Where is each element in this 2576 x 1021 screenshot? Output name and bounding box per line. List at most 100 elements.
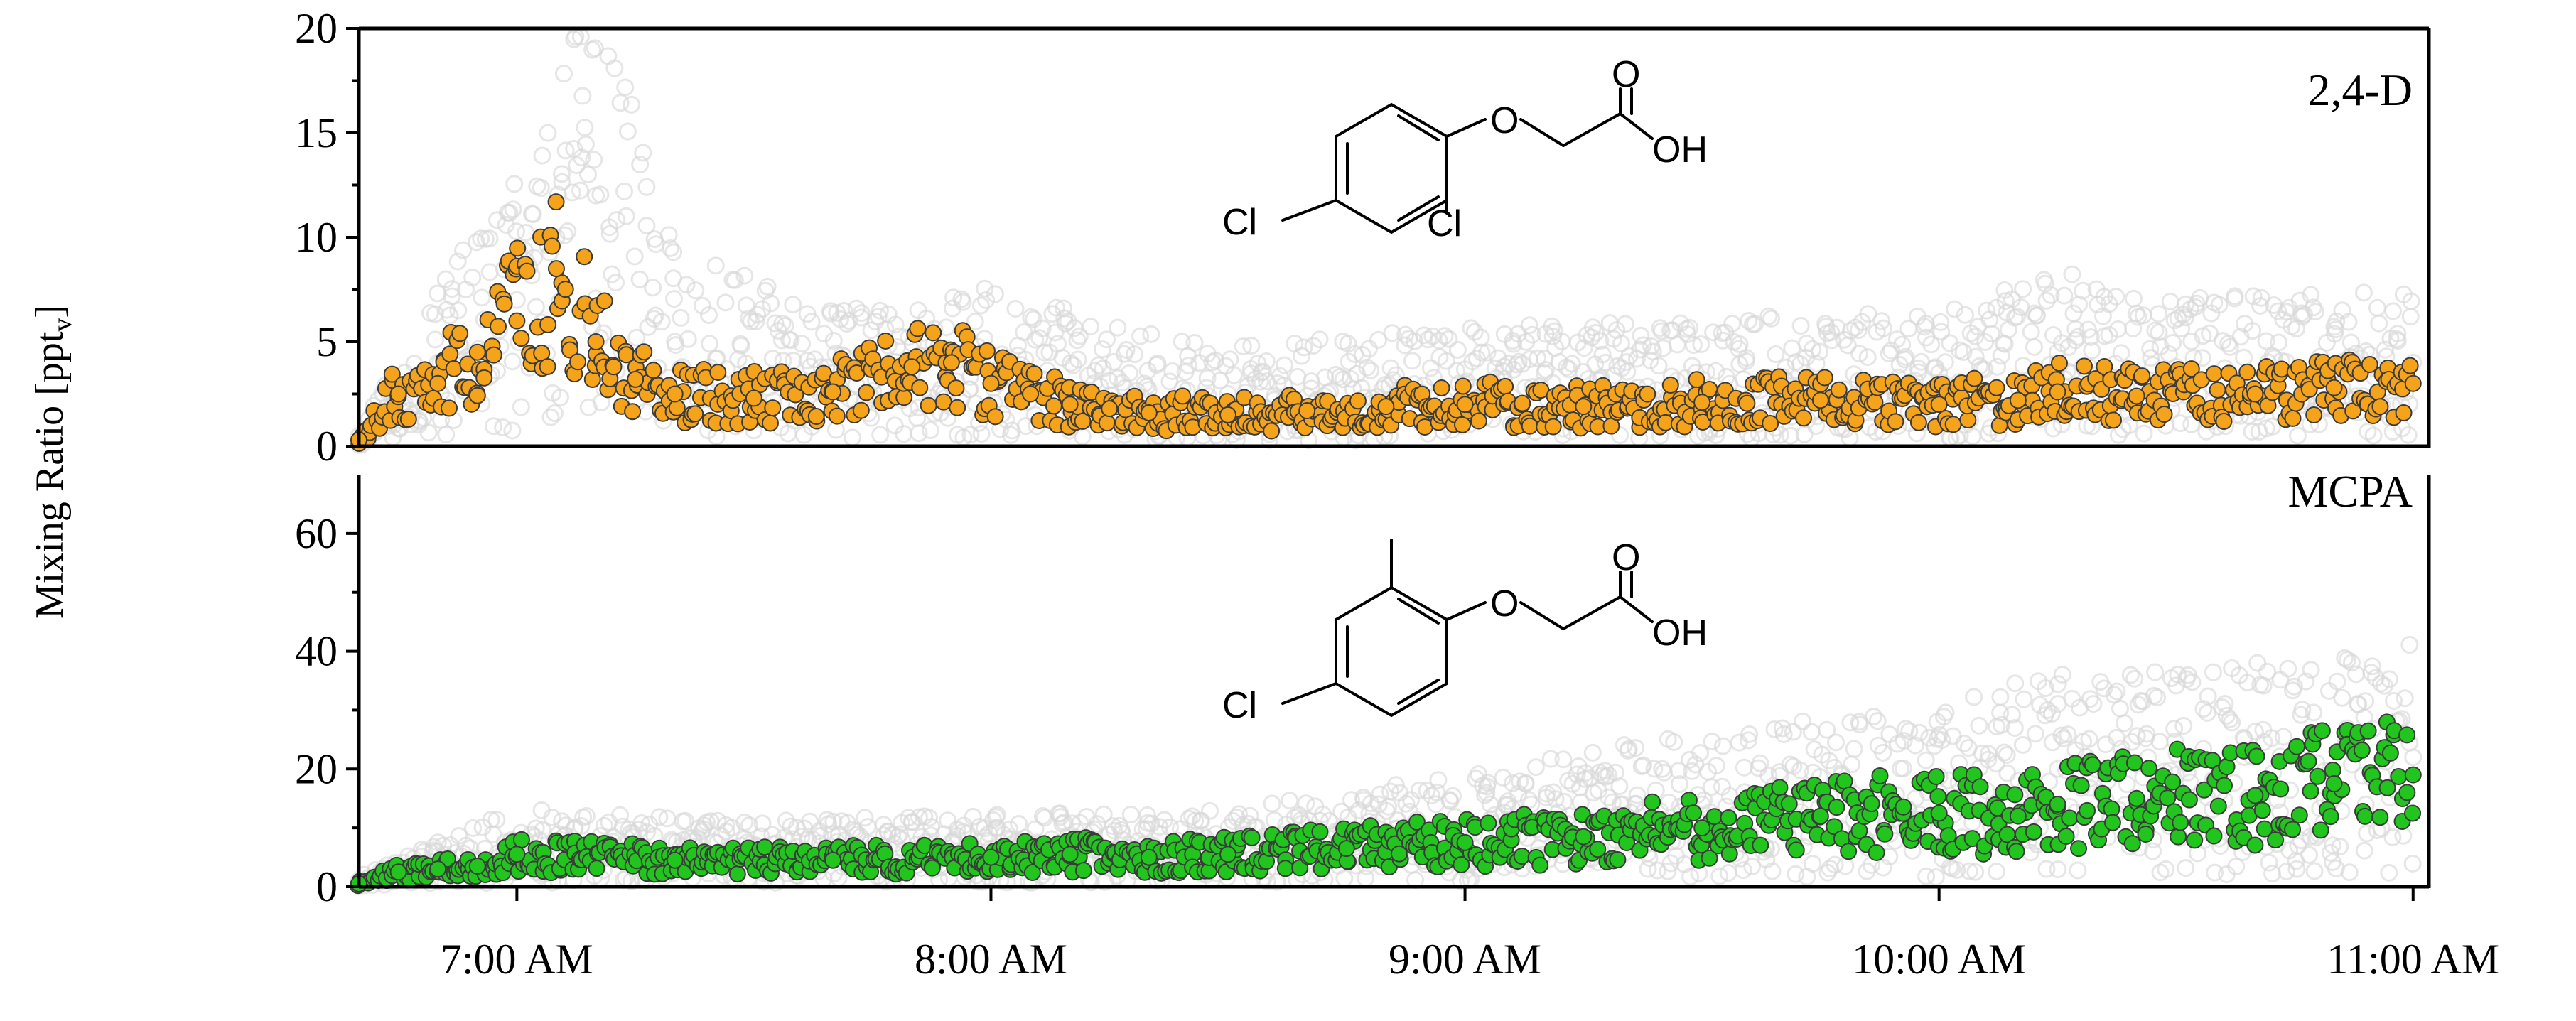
- data-point: [1454, 416, 1472, 433]
- background-point: [2385, 692, 2403, 711]
- data-point: [947, 379, 965, 397]
- background-point: [2138, 725, 2156, 743]
- background-point: [2292, 831, 2310, 850]
- data-point: [764, 399, 782, 417]
- background-point: [1516, 774, 1535, 792]
- background-point: [1730, 335, 1749, 354]
- background-point: [2342, 654, 2361, 672]
- background-point: [1554, 750, 1573, 769]
- data-point: [489, 318, 507, 335]
- data-point: [2395, 404, 2413, 422]
- background-point: [1448, 340, 1467, 359]
- background-point: [961, 426, 980, 444]
- background-point: [1681, 868, 1700, 886]
- background-point: [1751, 754, 1769, 772]
- y-axis-label: Mixing Ratio [pptv]: [28, 305, 77, 619]
- data-point: [2125, 754, 2143, 772]
- background-point: [2118, 775, 2136, 794]
- background-point: [782, 331, 800, 350]
- data-point: [668, 399, 686, 416]
- background-point: [1946, 300, 1964, 318]
- background-point: [1762, 309, 1780, 328]
- background-point: [2150, 733, 2169, 751]
- x-tick-label: 11:00 AM: [2327, 936, 2499, 983]
- background-point: [1229, 805, 1248, 823]
- data-point: [2246, 836, 2264, 854]
- background-point: [2248, 654, 2267, 672]
- data-point: [1944, 416, 1962, 433]
- data-point: [596, 292, 613, 310]
- data-point: [547, 193, 565, 211]
- data-point: [2284, 409, 2302, 427]
- data-point: [2248, 747, 2265, 765]
- background-point: [1437, 352, 1455, 370]
- data-point: [2079, 801, 2096, 819]
- background-point: [1850, 715, 1869, 734]
- data-point: [2075, 357, 2093, 375]
- data-anchor-point: [1298, 402, 1316, 420]
- background-point: [824, 331, 843, 350]
- background-point: [1865, 708, 1883, 726]
- background-point: [1966, 327, 1985, 345]
- background-point: [579, 166, 598, 184]
- background-point: [1743, 858, 1762, 876]
- data-point: [925, 324, 942, 342]
- data-point: [399, 410, 417, 428]
- background-point: [2364, 426, 2383, 445]
- background-point: [1845, 740, 1863, 758]
- background-point: [706, 256, 725, 275]
- data-anchor-point: [1337, 840, 1355, 858]
- background-point: [1992, 347, 2010, 365]
- background-point: [1634, 756, 1652, 774]
- background-point: [2183, 673, 2202, 691]
- data-anchor-point: [2128, 789, 2145, 807]
- background-point: [2216, 695, 2234, 713]
- background-point: [2107, 287, 2125, 306]
- data-point: [1752, 836, 1769, 854]
- background-point: [1880, 725, 1899, 744]
- background-point: [2127, 304, 2145, 323]
- background-point: [2165, 720, 2184, 738]
- data-point: [895, 389, 913, 406]
- data-anchor-point: [2404, 374, 2422, 392]
- background-point: [1880, 345, 1898, 363]
- data-point: [2267, 831, 2285, 849]
- data-point: [605, 358, 623, 376]
- background-point: [1022, 308, 1040, 326]
- data-point: [468, 387, 486, 404]
- background-point: [1734, 861, 1752, 880]
- background-point: [2235, 348, 2253, 367]
- background-point: [637, 217, 656, 235]
- background-point: [740, 816, 759, 834]
- data-point: [1454, 377, 1472, 395]
- data-point: [475, 369, 493, 387]
- mcpa-o-ether: O: [1490, 583, 1519, 625]
- background-point: [2182, 415, 2201, 433]
- data-anchor-point: [982, 374, 1000, 392]
- two4d-o-carbonyl: O: [1612, 54, 1640, 95]
- background-point: [473, 288, 491, 307]
- data-point: [2309, 767, 2327, 785]
- data-point: [645, 362, 662, 379]
- background-point: [1838, 336, 1857, 355]
- data-point: [451, 325, 469, 342]
- data-point: [1909, 414, 1927, 431]
- y-tick-label: 5: [316, 318, 338, 365]
- background-point: [1443, 787, 1462, 805]
- background-point: [603, 265, 621, 283]
- y-axis-label-close: ]: [28, 305, 72, 318]
- background-point: [1702, 778, 1720, 796]
- background-point: [1198, 369, 1217, 387]
- data-point: [556, 281, 574, 298]
- data-point: [485, 346, 502, 364]
- background-point: [1998, 746, 2016, 765]
- data-anchor-point: [1022, 385, 1040, 403]
- data-point: [1971, 778, 1989, 796]
- background-point: [821, 304, 840, 323]
- background-point: [2108, 682, 2126, 701]
- background-point: [1503, 774, 1521, 792]
- background-point: [2403, 854, 2422, 873]
- data-point: [2218, 758, 2236, 776]
- background-point: [2380, 670, 2398, 688]
- background-point: [2174, 717, 2193, 735]
